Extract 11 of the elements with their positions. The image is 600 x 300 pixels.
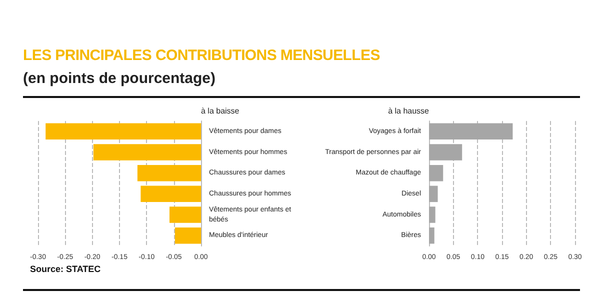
bar	[429, 123, 513, 140]
y-axis-title: à la hausse	[388, 106, 430, 116]
bar	[429, 186, 438, 202]
bar	[429, 144, 462, 160]
chart-subtitle: (en points de pourcentage)	[23, 70, 216, 87]
bar	[429, 227, 434, 244]
y-axis-title: à la baisse	[201, 106, 240, 116]
chart-title: LES PRINCIPALES CONTRIBUTIONS MENSUELLES	[23, 47, 380, 64]
bar	[429, 206, 436, 223]
bar	[429, 164, 444, 182]
source-note: Source: STATEC	[30, 264, 101, 274]
